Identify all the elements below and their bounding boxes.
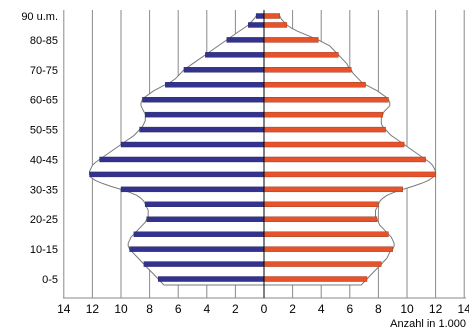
bar-right-87-88 [263,22,288,28]
y-tick-label: 70-75 [30,65,58,77]
bar-left-7-8 [143,261,265,267]
bar-left-67-68 [165,82,265,88]
bar-right-42-43 [263,156,426,163]
x-tick-label: 4 [203,302,210,316]
bar-left-52-53 [139,126,265,133]
bar-right-22-23 [263,216,378,222]
bar-right-27-28 [263,201,379,208]
y-tick-labels: 0-5 10-15 20-25 30-35 40-45 50-55 60-65 70-75 80… [21,11,58,286]
bar-right-62-63 [263,96,389,103]
bar-left-37-38 [89,171,265,178]
x-tick-label: 6 [346,302,353,316]
x-axis-label: Anzahl in 1.000 [390,318,466,330]
x-tick-label: 12 [86,302,100,316]
bar-left-87-88 [248,22,265,28]
bar-right-47-48 [263,141,405,148]
bar-left-72-73 [183,67,265,73]
bar-right-90 u.m. [263,13,280,19]
left-bars [89,13,265,282]
x-tick-label: 10 [114,302,128,316]
bar-left-47-48 [120,141,265,148]
y-tick-label: 90 u.m. [21,11,58,23]
bar-right-67-68 [263,82,366,88]
bar-right-77-78 [263,52,339,58]
x-tick-label: 4 [318,302,325,316]
bar-left-90 u.m. [255,13,265,19]
bar-left-57-58 [145,111,265,118]
x-tick-labels: 14 12 10 8 6 4 2 0 2 4 6 8 10 12 14 [57,302,469,316]
x-tick-label: 0 [261,302,268,316]
bar-right-82-83 [263,37,319,43]
bar-left-17-18 [133,231,265,237]
x-tick-label: 8 [146,302,153,316]
bar-left-2-3 [157,276,265,282]
x-tick-label: 10 [400,302,414,316]
x-tick-label: 14 [57,302,71,316]
bar-right-52-53 [263,126,386,133]
y-tick-label: 10-15 [30,244,58,256]
x-tick-label: 12 [429,302,443,316]
y-tick-label: 20-25 [30,214,58,226]
y-tick-label: 60-65 [30,95,58,107]
y-tick-label: 40-45 [30,154,58,166]
y-tick-label: 50-55 [30,125,58,137]
bar-right-17-18 [263,231,389,237]
x-tick-label: 2 [289,302,296,316]
x-tick-label: 14 [458,302,469,316]
x-tick-label: 8 [375,302,382,316]
bar-left-77-78 [205,52,265,58]
y-tick-label: 30-35 [30,184,58,196]
bar-left-22-23 [146,216,265,222]
bar-left-12-13 [129,246,265,252]
bar-left-42-43 [99,156,265,163]
x-tick-label: 2 [232,302,239,316]
bar-left-82-83 [226,37,265,43]
bar-left-32-33 [120,186,265,193]
bar-left-62-63 [142,96,265,103]
y-tick-label: 0-5 [42,274,58,286]
y-tick-label: 80-85 [30,35,58,47]
bar-right-57-58 [263,111,383,118]
bar-right-2-3 [263,276,368,282]
bar-right-72-73 [263,67,352,73]
bar-left-27-28 [145,201,265,208]
bar-right-12-13 [263,246,393,252]
bar-right-37-38 [263,171,436,178]
bar-right-7-8 [263,261,382,267]
x-tick-label: 6 [175,302,182,316]
bar-right-32-33 [263,186,403,193]
